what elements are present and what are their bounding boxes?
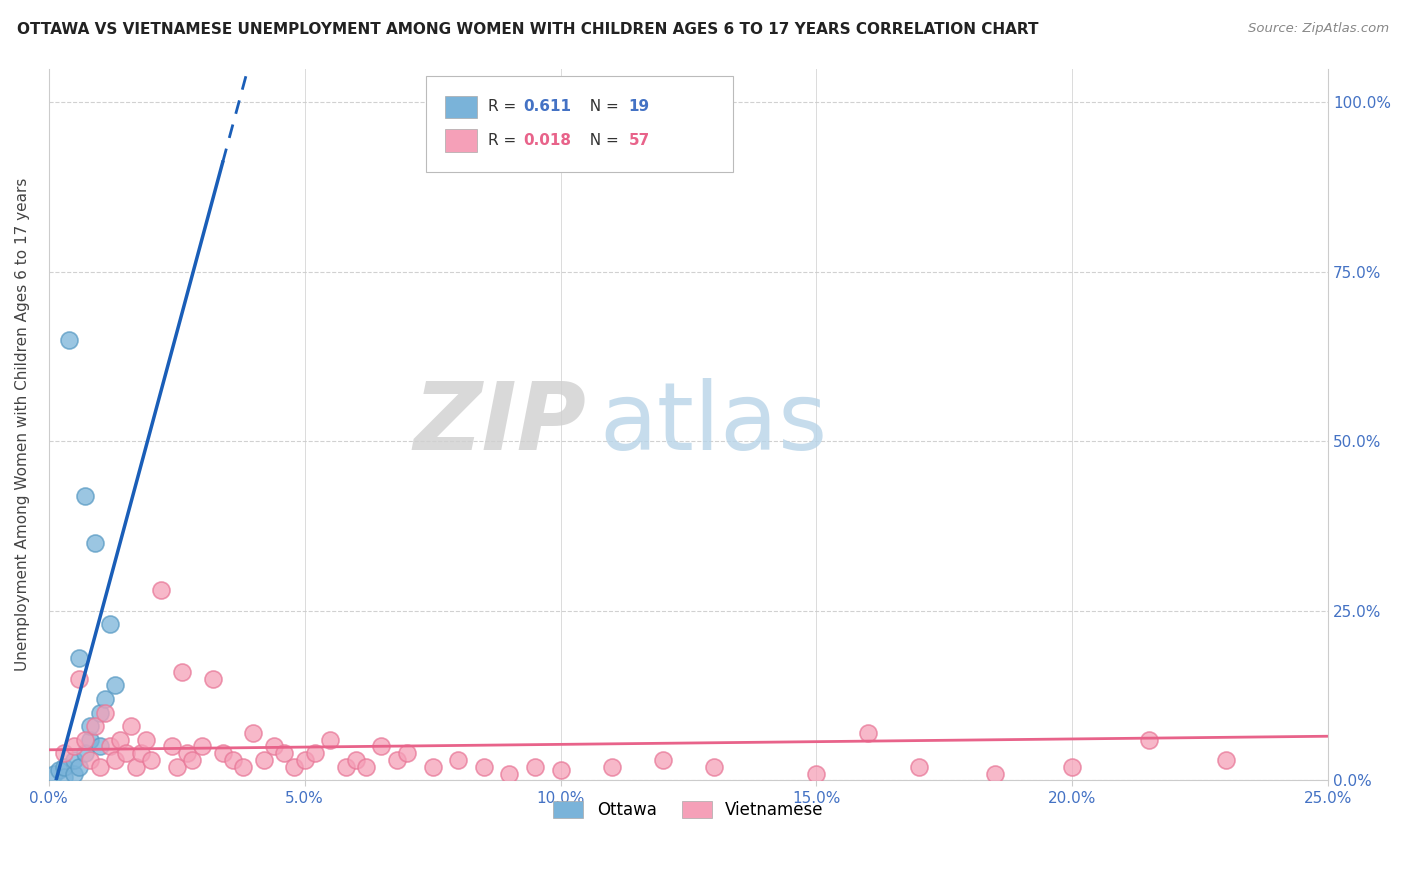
Point — [273, 746, 295, 760]
Text: OTTAWA VS VIETNAMESE UNEMPLOYMENT AMONG WOMEN WITH CHILDREN AGES 6 TO 17 YEARS C: OTTAWA VS VIETNAMESE UNEMPLOYMENT AMONG … — [17, 22, 1039, 37]
Point — [176, 746, 198, 760]
Point — [73, 732, 96, 747]
Point — [63, 766, 86, 780]
Point — [856, 726, 879, 740]
Point — [83, 719, 105, 733]
Point — [83, 536, 105, 550]
Point — [703, 760, 725, 774]
Point — [354, 760, 377, 774]
Point — [98, 617, 121, 632]
Point — [150, 583, 173, 598]
Point — [319, 732, 342, 747]
FancyBboxPatch shape — [446, 129, 478, 152]
Point — [79, 719, 101, 733]
Point — [422, 760, 444, 774]
Point — [89, 760, 111, 774]
FancyBboxPatch shape — [426, 76, 733, 172]
Point — [94, 692, 117, 706]
Point — [98, 739, 121, 754]
Point — [344, 753, 367, 767]
Point — [447, 753, 470, 767]
Point — [166, 760, 188, 774]
Point — [170, 665, 193, 679]
Point — [58, 333, 80, 347]
Point — [304, 746, 326, 760]
Point — [806, 766, 828, 780]
Point — [242, 726, 264, 740]
FancyBboxPatch shape — [446, 95, 478, 119]
Point — [63, 739, 86, 754]
Point — [651, 753, 673, 767]
Text: 57: 57 — [628, 133, 650, 148]
Point — [69, 651, 91, 665]
Text: R =: R = — [488, 99, 520, 114]
Point — [335, 760, 357, 774]
Point — [201, 672, 224, 686]
Point — [181, 753, 204, 767]
Point — [222, 753, 245, 767]
Point — [600, 760, 623, 774]
Point — [53, 746, 76, 760]
Point — [73, 746, 96, 760]
Point — [104, 753, 127, 767]
Point — [139, 753, 162, 767]
Point — [160, 739, 183, 754]
Point — [498, 766, 520, 780]
Point — [395, 746, 418, 760]
Point — [253, 753, 276, 767]
Point — [53, 770, 76, 784]
Point — [120, 719, 142, 733]
Point — [69, 760, 91, 774]
Text: R =: R = — [488, 133, 520, 148]
Point — [1215, 753, 1237, 767]
Text: 19: 19 — [628, 99, 650, 114]
Point — [191, 739, 214, 754]
Point — [907, 760, 929, 774]
Point — [79, 753, 101, 767]
Point — [53, 760, 76, 774]
Point — [79, 732, 101, 747]
Point — [104, 678, 127, 692]
Point — [129, 746, 152, 760]
Point — [125, 760, 148, 774]
Point — [1137, 732, 1160, 747]
Point — [385, 753, 408, 767]
Text: atlas: atlas — [599, 378, 827, 470]
Point — [283, 760, 305, 774]
Point — [472, 760, 495, 774]
Point — [211, 746, 233, 760]
Y-axis label: Unemployment Among Women with Children Ages 6 to 17 years: Unemployment Among Women with Children A… — [15, 178, 30, 671]
Text: Source: ZipAtlas.com: Source: ZipAtlas.com — [1249, 22, 1389, 36]
Point — [984, 766, 1007, 780]
Point — [263, 739, 285, 754]
Text: N =: N = — [579, 99, 623, 114]
Point — [42, 766, 65, 780]
Point — [69, 672, 91, 686]
Point — [1062, 760, 1084, 774]
Text: 0.611: 0.611 — [523, 99, 571, 114]
Text: 0.018: 0.018 — [523, 133, 571, 148]
Point — [89, 739, 111, 754]
Point — [89, 706, 111, 720]
Point — [550, 763, 572, 777]
Point — [294, 753, 316, 767]
Point — [370, 739, 392, 754]
Point — [232, 760, 254, 774]
Point — [73, 489, 96, 503]
Legend: Ottawa, Vietnamese: Ottawa, Vietnamese — [547, 794, 830, 825]
Point — [110, 732, 132, 747]
Text: ZIP: ZIP — [413, 378, 586, 470]
Point — [63, 753, 86, 767]
Point — [48, 763, 70, 777]
Point — [114, 746, 136, 760]
Text: N =: N = — [579, 133, 623, 148]
Point — [135, 732, 157, 747]
Point — [523, 760, 546, 774]
Point — [94, 706, 117, 720]
